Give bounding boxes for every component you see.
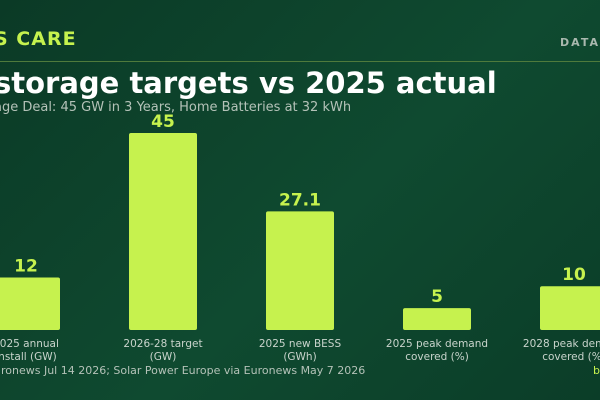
category-label-3-0: 2025 peak demand [386, 338, 488, 350]
bar-3 [403, 308, 471, 330]
header-divider [0, 61, 600, 62]
bar-4 [540, 286, 600, 330]
category-label-1-0: 2026-28 target [123, 338, 202, 350]
bar-1 [129, 133, 197, 330]
category-label-3-1: covered (%) [405, 351, 469, 363]
bar-0 [0, 277, 60, 330]
chart-title: storage targets vs 2025 actual [0, 66, 497, 100]
data-label-0: 12 [14, 256, 38, 276]
category-label-0-0: 2025 annual [0, 338, 59, 350]
data-label-3: 5 [431, 287, 443, 307]
brand-logo-text: S CARE [0, 28, 77, 50]
data-label-1: 45 [151, 112, 175, 132]
source-note: uronews Jul 14 2026; Solar Power Europe … [0, 364, 366, 377]
category-label-4-1: covered (%) [542, 351, 600, 363]
footer-brand: b [593, 364, 600, 377]
category-label-2-0: 2025 new BESS [259, 338, 342, 350]
section-tag: DATA [560, 36, 600, 49]
category-label-1-1: (GW) [150, 351, 177, 363]
category-label-4-0: 2028 peak demand [523, 338, 600, 350]
data-label-4: 10 [562, 265, 586, 285]
chart-subtitle: age Deal: 45 GW in 3 Years, Home Batteri… [0, 100, 352, 115]
bar-2 [266, 211, 334, 330]
data-label-2: 27.1 [279, 190, 321, 210]
category-label-2-1: (GWh) [283, 351, 316, 363]
category-label-0-1: install (GW) [0, 351, 57, 363]
